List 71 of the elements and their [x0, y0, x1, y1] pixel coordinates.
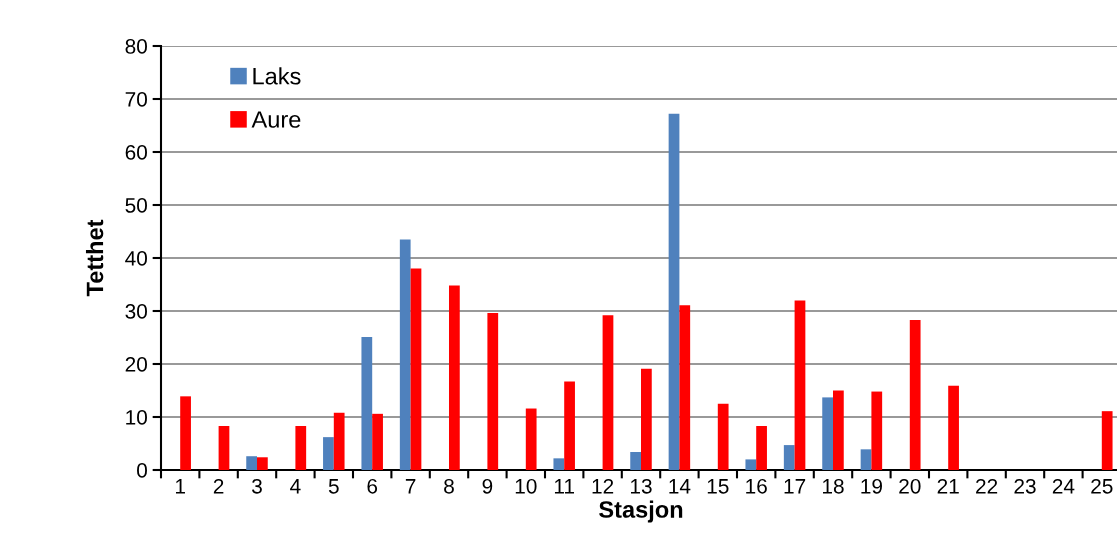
bar: [794, 300, 806, 470]
bar: [602, 315, 614, 470]
y-tick-label: 80: [125, 39, 147, 54]
x-tick-label: 6: [367, 478, 378, 494]
bar: [1101, 411, 1113, 470]
bar: [180, 396, 191, 470]
bar: [871, 391, 883, 470]
x-tick-label: 23: [1014, 478, 1036, 494]
x-tick-label: 1: [176, 479, 185, 494]
x-tick-label: 15: [707, 479, 729, 494]
x-tick-label: 21: [937, 478, 959, 494]
bar: [449, 285, 460, 470]
bar: [361, 336, 373, 470]
x-tick-label: 19: [861, 478, 882, 494]
x-tick-label: 17: [784, 479, 806, 494]
x-tick-label: 20: [899, 478, 921, 494]
bar: [717, 403, 729, 470]
x-tick-label: 5: [328, 479, 339, 494]
legend-label: Aure: [251, 111, 301, 128]
y-tick-label: 40: [125, 251, 147, 266]
bar: [372, 413, 383, 470]
bar: [833, 390, 844, 470]
bar: [410, 268, 422, 470]
bar: [399, 239, 411, 470]
bar: [564, 381, 575, 470]
y-tick-label: 70: [125, 92, 147, 107]
bar: [630, 451, 641, 470]
x-tick-label: 18: [823, 478, 844, 494]
y-tick-label: 30: [125, 304, 147, 319]
x-axis-title: Stasjon: [599, 500, 683, 523]
bar: [323, 437, 334, 470]
x-tick-label: 9: [482, 478, 493, 494]
x-tick-label: 25: [1091, 478, 1113, 494]
legend-label: Laks: [253, 67, 301, 85]
bar: [679, 305, 691, 470]
bar: [218, 426, 230, 470]
y-tick-label: 10: [126, 410, 147, 425]
bar: [860, 449, 872, 470]
x-tick-label: 3: [252, 478, 262, 494]
x-tick-label: 12: [592, 478, 614, 494]
x-tick-label: 2: [213, 478, 224, 494]
x-tick-label: 4: [290, 479, 301, 494]
bar: [641, 368, 652, 470]
x-tick-label: 11: [554, 479, 574, 494]
x-tick-label: 24: [1052, 478, 1075, 494]
y-tick-label: 20: [125, 357, 147, 372]
y-tick-label: 0: [137, 463, 147, 478]
bar: [487, 313, 499, 470]
bar: [333, 412, 345, 470]
x-tick-label: 13: [631, 478, 652, 494]
bar: [295, 426, 307, 470]
x-tick-label: 22: [976, 478, 998, 494]
y-tick-label: 50: [125, 198, 147, 213]
bar: [246, 456, 257, 470]
bar: [745, 459, 757, 470]
x-tick-label: 14: [669, 479, 691, 494]
bar: [783, 445, 795, 470]
bar: [948, 385, 959, 470]
bar: [909, 320, 921, 470]
bar: [668, 113, 680, 470]
bar: [822, 397, 833, 470]
bar: [756, 426, 767, 470]
x-tick-label: 10: [515, 478, 537, 494]
x-tick-label: 8: [444, 478, 454, 494]
y-axis-title: Tetthet: [85, 219, 104, 297]
bar: [525, 408, 537, 470]
x-tick-label: 16: [746, 478, 767, 494]
x-tick-label: 7: [405, 479, 416, 494]
bar: [553, 458, 565, 470]
bar: [257, 457, 268, 470]
y-tick-label: 60: [125, 145, 147, 160]
